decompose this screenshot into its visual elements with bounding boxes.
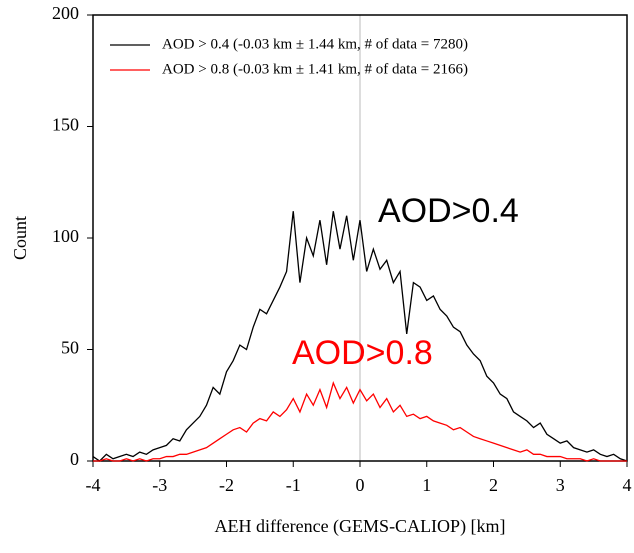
series-line	[93, 380, 627, 462]
y-tick-label: 150	[52, 115, 79, 135]
x-tick-label: 1	[422, 475, 431, 495]
x-tick-label: -4	[86, 475, 101, 495]
x-tick-label: -1	[286, 475, 301, 495]
y-tick-label: 200	[52, 3, 79, 23]
x-tick-label: 0	[356, 475, 365, 495]
x-tick-label: 4	[623, 475, 632, 495]
legend-label: AOD > 0.8 (-0.03 km ± 1.41 km, # of data…	[162, 61, 468, 77]
annotation: AOD>0.4	[378, 192, 519, 230]
series-line	[92, 211, 628, 462]
y-axis-label: Count	[10, 216, 30, 260]
x-tick-label: 2	[489, 475, 498, 495]
y-tick-label: 50	[61, 338, 79, 358]
x-axis-label: AEH difference (GEMS-CALIOP) [km]	[214, 516, 505, 537]
legend-label: AOD > 0.4 (-0.03 km ± 1.44 km, # of data…	[162, 36, 468, 52]
x-tick-label: 3	[556, 475, 565, 495]
annotation: AOD>0.8	[292, 334, 433, 372]
x-tick-label: -3	[152, 475, 167, 495]
x-tick-label: -2	[219, 475, 234, 495]
y-tick-label: 100	[52, 226, 79, 246]
y-tick-label: 0	[70, 449, 79, 469]
